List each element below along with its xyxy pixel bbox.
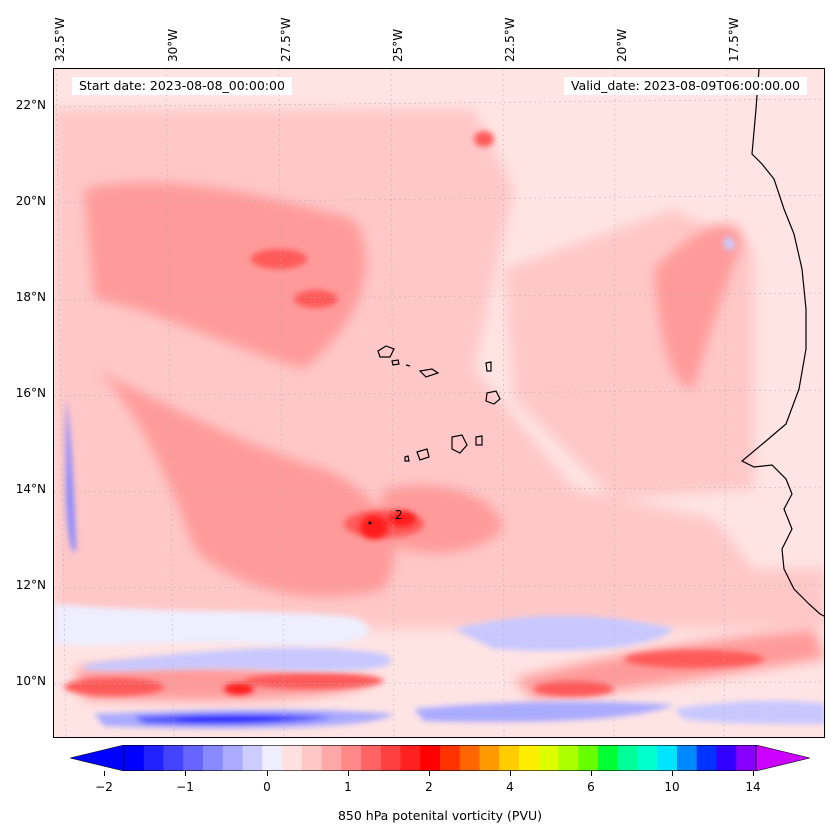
colorbar-segment xyxy=(183,745,204,771)
colorbar-tickmark xyxy=(267,771,268,776)
latitude-label: 20°N xyxy=(15,194,46,208)
contour-dot xyxy=(368,521,372,525)
longitude-label: 17.5°W xyxy=(727,17,741,62)
colorbar-extend-low xyxy=(70,745,125,771)
colorbar-segment xyxy=(341,745,362,771)
colorbar-tick-label: 6 xyxy=(587,780,595,794)
colorbar-tickmark xyxy=(591,771,592,776)
colorbar-segment xyxy=(558,745,579,771)
colorbar-segment xyxy=(538,745,559,771)
longitude-label: 25°W xyxy=(391,28,405,62)
colorbar-segment xyxy=(282,745,303,771)
colorbar-extend-high xyxy=(755,745,810,771)
longitude-label: 20°W xyxy=(615,28,629,62)
start-date-banner: Start date: 2023-08-08_00:00:00 xyxy=(72,77,292,95)
colorbar-tickmark xyxy=(510,771,511,776)
graticule xyxy=(54,69,824,737)
colorbar-segment xyxy=(598,745,619,771)
latitude-label: 10°N xyxy=(15,674,46,688)
colorbar-tick-label: 14 xyxy=(745,780,761,794)
colorbar-segment xyxy=(262,745,283,771)
colorbar-segment xyxy=(499,745,520,771)
latitude-label: 16°N xyxy=(15,386,46,400)
colorbar-tick-label: 0 xyxy=(263,780,271,794)
colorbar-segment xyxy=(301,745,322,771)
valid-date-banner: Valid_date: 2023-08-09T06:00:00.00 xyxy=(563,77,807,95)
longitude-label: 27.5°W xyxy=(279,17,293,62)
colorbar-segment xyxy=(380,745,401,771)
colorbar-frame xyxy=(123,745,757,771)
colorbar-tickmark xyxy=(753,771,754,776)
colorbar-tick-label: 1 xyxy=(344,780,352,794)
colorbar-segment xyxy=(519,745,540,771)
colorbar-tick-label: 4 xyxy=(506,780,514,794)
latitude-label: 18°N xyxy=(15,290,46,304)
colorbar-segment xyxy=(440,745,461,771)
colorbar-label: 850 hPa potenital vorticity (PVU) xyxy=(337,808,543,823)
colorbar-segment xyxy=(657,745,678,771)
colorbar-segment xyxy=(321,745,342,771)
colorbar-tick-label: 2 xyxy=(425,780,433,794)
colorbar-tick-label: −2 xyxy=(95,780,113,794)
contour-label: 2 xyxy=(395,508,403,522)
colorbar-segment xyxy=(242,745,263,771)
longitude-label: 22.5°W xyxy=(503,17,517,62)
colorbar-segment xyxy=(420,745,441,771)
pv-map: 2 xyxy=(53,68,825,738)
colorbar-segment xyxy=(696,745,717,771)
colorbar-tickmark xyxy=(672,771,673,776)
colorbar-segment xyxy=(479,745,500,771)
colorbar-segment xyxy=(716,745,737,771)
colorbar-tick-label: −1 xyxy=(176,780,194,794)
pv-negative-region xyxy=(54,237,824,729)
pv-field: 2 xyxy=(54,69,824,737)
colorbar-segment xyxy=(124,745,145,771)
longitude-label: 30°W xyxy=(166,28,180,62)
colorbar-segment xyxy=(637,745,658,771)
colorbar-segment xyxy=(222,745,243,771)
colorbar-segment xyxy=(163,745,184,771)
latitude-label: 12°N xyxy=(15,578,46,592)
colorbar-segment xyxy=(578,745,599,771)
pv-peak-region xyxy=(224,511,416,695)
colorbar-segment xyxy=(617,745,638,771)
africa-coastline xyxy=(740,69,824,617)
colorbar-tickmark xyxy=(185,771,186,776)
colorbar-segment xyxy=(459,745,480,771)
colorbar xyxy=(70,745,810,771)
colorbar-tickmark xyxy=(104,771,105,776)
colorbar-segment xyxy=(677,745,698,771)
colorbar-segment xyxy=(736,745,757,771)
latitude-label: 22°N xyxy=(15,98,46,112)
colorbar-tickmark xyxy=(348,771,349,776)
colorbar-segment xyxy=(400,745,421,771)
latitude-label: 14°N xyxy=(15,482,46,496)
colorbar-tickmark xyxy=(429,771,430,776)
colorbar-segment xyxy=(361,745,382,771)
colorbar-tick-label: 10 xyxy=(664,780,680,794)
colorbar-segment xyxy=(143,745,164,771)
colorbar-segment xyxy=(203,745,224,771)
longitude-label: 32.5°W xyxy=(53,17,67,62)
cape-verde-islands xyxy=(377,345,501,462)
